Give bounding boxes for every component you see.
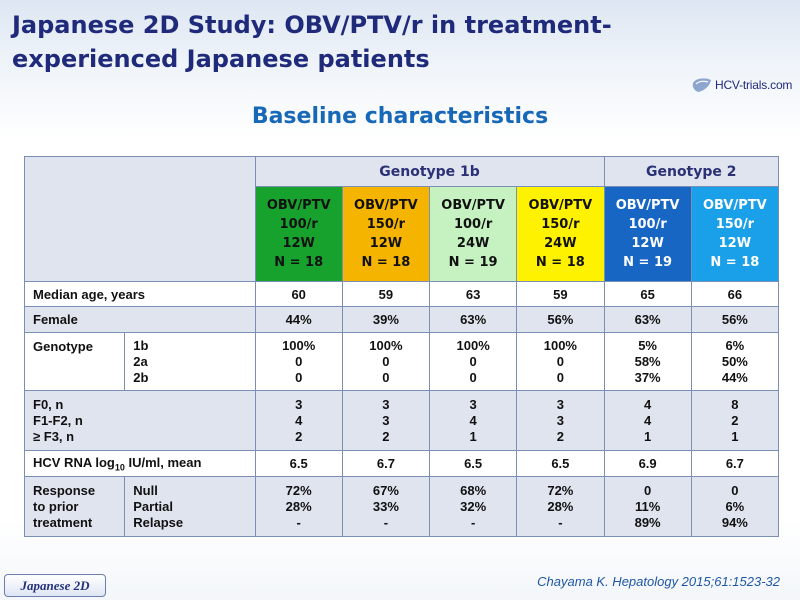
table-row-genotype: Genotype 1b 2a 2b 100% 0 0 100% 0 0 100% 0 0 100… (23, 332, 780, 391)
table-cell: 63% (603, 306, 692, 333)
hcv-trials-logo: HCV-trials.com (692, 76, 792, 94)
table-cell: 6.7 (690, 450, 780, 477)
table-cell: 44% (254, 306, 343, 333)
table-row-female: Female 44% 39% 63% 56% 63% 56% (24, 306, 780, 333)
table-row-response: Response to prior treatment Null Partial Rel… (23, 476, 780, 537)
arm-header: OBV/PTV 150/r 12W N = 18 (341, 186, 431, 282)
row-label: F0, n F1-F2, n ≥ F3, n (24, 390, 256, 451)
row-label: Genotype (23, 332, 126, 391)
table-corner (24, 156, 256, 282)
citation: Chayama K. Hepatology 2015;61:1523-32 (537, 574, 780, 589)
table-cell: 63% (429, 306, 518, 333)
table-cell: 66 (690, 281, 780, 307)
arm-header: OBV/PTV 100/r 12W N = 18 (254, 186, 343, 282)
study-tag: Japanese 2D (4, 574, 106, 597)
table-cell: 100% 0 0 (429, 332, 518, 391)
arm-header: OBV/PTV 100/r 24W N = 19 (429, 186, 518, 282)
slide-title: Japanese 2D Study: OBV/PTV/r in treatmen… (12, 11, 612, 73)
table-row-median-age: Median age, years 60 59 63 59 65 66 (24, 281, 780, 307)
table-cell: 59 (516, 281, 605, 307)
table-cell: 6.7 (341, 450, 431, 477)
section-subtitle: Baseline characteristics (251, 104, 549, 129)
table-cell: 67% 33% - (341, 476, 431, 537)
table-cell: 6.9 (603, 450, 692, 477)
logo-text: HCV-trials.com (715, 78, 793, 92)
row-label: Female (24, 306, 256, 333)
baseline-table: Genotype 1b Genotype 2 OBV/PTV 100/r 12W N … (23, 156, 780, 537)
row-label: Response to prior treatment (23, 476, 126, 537)
table-cell: 59 (341, 281, 431, 307)
table-cell: 56% (516, 306, 605, 333)
table-cell: 72% 28% - (254, 476, 343, 537)
table-cell: 100% 0 0 (254, 332, 343, 391)
table-cell: 63 (429, 281, 518, 307)
row-sublabels: Null Partial Relapse (124, 476, 256, 537)
liver-icon (692, 78, 711, 92)
table-cell: 56% (690, 306, 780, 333)
table-cell: 60 (254, 281, 343, 307)
table-cell: 100% 0 0 (516, 332, 605, 391)
table-cell: 6.5 (516, 450, 605, 477)
table-cell: 6% 50% 44% (690, 332, 780, 391)
table-cell: 65 (603, 281, 692, 307)
table-cell: 68% 32% - (429, 476, 518, 537)
arm-header: OBV/PTV 150/r 24W N = 18 (516, 186, 605, 282)
table-cell: 0 6% 94% (690, 476, 780, 537)
row-sublabels: 1b 2a 2b (124, 332, 256, 391)
table-cell: 0 11% 89% (603, 476, 692, 537)
table-row-hcv-rna: HCV RNA log10 IU/ml, mean 6.5 6.7 6.5 6.… (24, 450, 780, 477)
table-cell: 72% 28% - (516, 476, 605, 537)
group-header-genotype-2: Genotype 2 (603, 156, 779, 187)
table-cell: 6.5 (254, 450, 343, 477)
row-label: Median age, years (24, 281, 256, 307)
table-cell: 100% 0 0 (341, 332, 431, 391)
table-cell: 39% (341, 306, 431, 333)
arm-header: OBV/PTV 100/r 12W N = 19 (603, 186, 692, 282)
row-label: HCV RNA log10 IU/ml, mean (24, 450, 256, 477)
arm-header: OBV/PTV 150/r 12W N = 18 (690, 186, 780, 282)
group-header-genotype-1b: Genotype 1b (254, 156, 605, 187)
table-cell: 6.5 (429, 450, 518, 477)
table-cell: 5% 58% 37% (603, 332, 692, 391)
